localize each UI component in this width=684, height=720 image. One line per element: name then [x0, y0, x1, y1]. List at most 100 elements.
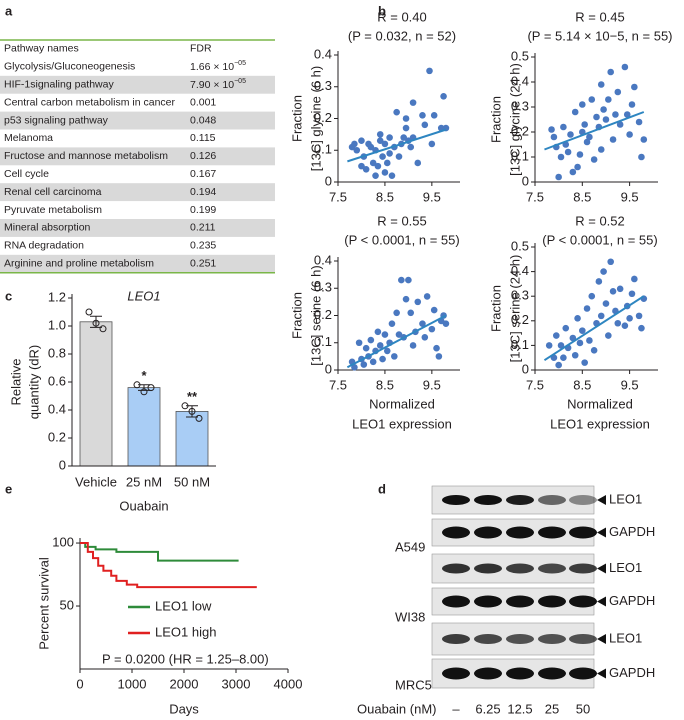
significance: ** — [187, 389, 198, 404]
point — [430, 306, 438, 314]
lane-label: – — [452, 701, 460, 716]
band — [442, 526, 470, 539]
protein-label: GAPDH — [609, 524, 655, 539]
x-tick-label: 9.5 — [423, 377, 441, 392]
y-axis-label: Fraction — [488, 96, 503, 143]
point — [414, 159, 422, 167]
lane-label: 50 — [576, 701, 590, 716]
point — [623, 111, 631, 118]
point — [574, 315, 581, 322]
band — [538, 667, 566, 680]
point — [405, 276, 412, 284]
point — [545, 342, 553, 349]
point — [621, 322, 629, 330]
arrowhead — [597, 527, 606, 538]
band — [474, 667, 502, 680]
y-tick-label: 0.2 — [314, 307, 332, 322]
point — [638, 324, 645, 332]
protein-label: LEO1 — [609, 560, 642, 575]
y-tick-label: 0.6 — [48, 373, 66, 388]
pathway-name: Mineral absorption — [4, 222, 91, 234]
point — [407, 309, 415, 317]
point — [388, 320, 396, 327]
point — [367, 336, 375, 344]
band — [474, 526, 502, 539]
cell-line-label: MRC5 — [395, 677, 432, 692]
point — [616, 121, 624, 128]
y-tick-label: 0.1 — [314, 142, 332, 157]
band — [506, 563, 534, 574]
point — [351, 363, 358, 371]
legend-label: LEO1 low — [155, 598, 212, 613]
bar — [175, 410, 209, 467]
point — [433, 344, 440, 352]
point — [597, 312, 605, 320]
y-tick-label: 0 — [522, 173, 529, 188]
replicate-point — [181, 402, 189, 410]
band — [538, 526, 566, 539]
replicate-point — [147, 384, 155, 392]
fdr: 0.194 — [190, 186, 216, 198]
point — [414, 298, 422, 306]
chart-title: R = 0.40 — [377, 9, 427, 24]
trendline — [543, 295, 645, 362]
point — [402, 115, 410, 122]
point — [430, 112, 438, 119]
x-tick-label: 8.5 — [573, 377, 591, 392]
point — [353, 146, 361, 154]
point — [360, 361, 368, 368]
fdr: 1.66 × 10−05 — [190, 60, 246, 73]
point — [398, 276, 405, 284]
y-tick-label: 0.2 — [511, 123, 529, 138]
panel-label: e — [5, 481, 12, 496]
y-tick-label: 0.3 — [314, 78, 332, 93]
cell-line-label: A549 — [395, 539, 425, 554]
pathway-name: Pyruvate metabolism — [4, 204, 102, 216]
y-tick-label: 0.2 — [314, 110, 332, 125]
row-background — [0, 75, 275, 94]
point — [586, 133, 593, 141]
point — [600, 268, 607, 275]
lane-label: 25 — [545, 701, 559, 716]
fdr: 7.90 × 10−05 — [190, 78, 246, 91]
point — [393, 309, 400, 317]
y-tick-label: 0.2 — [511, 312, 529, 327]
point — [379, 355, 386, 363]
x-tick-label: 0 — [76, 676, 83, 691]
x-tick-label: Vehicle — [75, 474, 117, 489]
y-tick-label: 0 — [325, 173, 332, 188]
point — [423, 293, 431, 300]
point — [614, 88, 622, 96]
chart-title: (P = 5.14 × 10−5, n = 55) — [527, 28, 672, 43]
y-axis-label: [13C] serine (24 h) — [507, 255, 522, 363]
band — [569, 595, 597, 608]
point — [400, 134, 407, 141]
bar — [127, 387, 161, 467]
band — [442, 563, 470, 574]
point — [362, 344, 370, 352]
y-tick-label: 0 — [522, 361, 529, 376]
point — [391, 353, 398, 360]
point — [567, 131, 574, 138]
y-tick-label: 0.3 — [511, 98, 529, 113]
y-tick-label: 0.4 — [314, 252, 332, 267]
point — [590, 156, 598, 163]
x-tick-label: 7.5 — [329, 189, 347, 204]
arrowhead — [597, 596, 606, 607]
point — [442, 320, 450, 327]
replicate-point — [133, 381, 141, 389]
x-tick-label: 3000 — [222, 676, 251, 691]
replicate-point — [195, 414, 203, 422]
point — [576, 339, 584, 347]
x-tick-label: 7.5 — [526, 189, 544, 204]
band — [538, 563, 566, 574]
table-header: Pathway names — [4, 43, 79, 55]
x-tick-label: 2000 — [170, 676, 199, 691]
x-axis-label: Normalized — [369, 396, 435, 411]
lane-label: 6.25 — [475, 701, 500, 716]
point — [602, 116, 610, 123]
point — [372, 172, 379, 179]
fdr: 0.115 — [190, 132, 216, 144]
point — [557, 153, 565, 161]
chart-title: (P = 0.032, n = 52) — [348, 28, 456, 43]
